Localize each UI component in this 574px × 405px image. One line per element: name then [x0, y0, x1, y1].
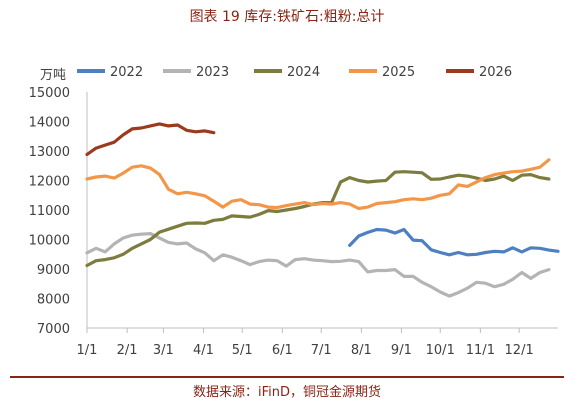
y-tick-label: 12000 [29, 175, 70, 190]
x-tick-label: 12/1 [505, 343, 534, 358]
x-tick-label: 8/1 [351, 343, 372, 358]
page-title: 图表 19 库存:铁矿石:粗粉:总计 [189, 9, 385, 25]
series-line-2022 [348, 227, 560, 257]
x-tick-label: 4/1 [193, 343, 214, 358]
y-tick-label: 10000 [29, 234, 70, 249]
x-tick-label: 2/1 [117, 343, 138, 358]
x-tick-label: 11/1 [466, 343, 495, 358]
footer-divider [10, 376, 564, 378]
y-tick-label: 14000 [29, 116, 70, 131]
y-axis-label: 万吨 [40, 68, 66, 83]
y-tick-label: 15000 [29, 86, 70, 101]
x-tick-label: 3/1 [153, 343, 174, 358]
series-line-2026 [85, 122, 216, 157]
legend: 2022 2023 2024 2025 2026 [77, 65, 512, 80]
series-line-2025 [85, 158, 551, 211]
legend-label-2024: 2024 [287, 65, 320, 80]
y-tick-label: 7000 [37, 322, 70, 337]
legend-label-2025: 2025 [382, 65, 415, 80]
y-tick-label: 13000 [29, 145, 70, 160]
source-note: 数据来源：iFinD，铜冠金源期货 [192, 385, 381, 400]
x-tick-label: 6/1 [272, 343, 293, 358]
y-tick-label: 8000 [37, 293, 70, 308]
series-lines [85, 122, 560, 298]
series-line-2023 [85, 232, 551, 298]
y-axis: 7000 8000 9000 10000 11000 12000 13000 14000 150… [29, 86, 88, 337]
x-tick-label: 9/1 [391, 343, 412, 358]
x-tick-label: 1/1 [77, 343, 98, 358]
x-axis: 1/1 2/1 3/1 4/1 5/1 6/1 7/1 8/1 9/1 10/1 11/1 12/1 [77, 327, 558, 358]
x-tick-label: 10/1 [426, 343, 455, 358]
x-tick-label: 5/1 [232, 343, 253, 358]
x-tick-label: 7/1 [311, 343, 332, 358]
legend-label-2022: 2022 [110, 65, 143, 80]
y-tick-label: 11000 [29, 204, 70, 219]
legend-label-2023: 2023 [196, 65, 229, 80]
series-line-2024 [85, 170, 551, 268]
legend-label-2026: 2026 [479, 65, 512, 80]
y-tick-label: 9000 [37, 263, 70, 278]
